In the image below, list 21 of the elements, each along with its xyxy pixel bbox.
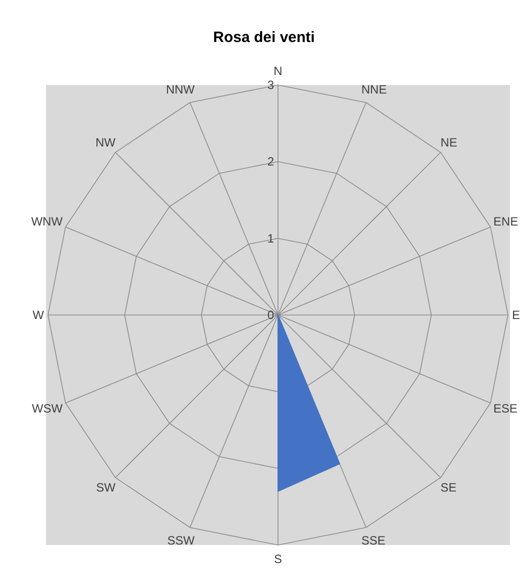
spoke-label: WSW xyxy=(32,401,64,416)
spoke-label: NW xyxy=(95,135,116,150)
y-tick-label: 2 xyxy=(267,154,274,169)
spoke-label: SSW xyxy=(167,533,196,548)
spoke-label: S xyxy=(274,552,282,566)
spoke-label: N xyxy=(274,64,282,78)
y-tick-label: 3 xyxy=(267,78,274,92)
y-tick-label: 0 xyxy=(267,308,274,322)
spoke-label: SSE xyxy=(361,533,386,548)
spoke-label: NNE xyxy=(361,82,387,97)
spoke-label: E xyxy=(512,308,520,322)
spoke-label: WNW xyxy=(31,214,64,229)
spoke-label: ENE xyxy=(493,214,518,229)
spoke-label: SE xyxy=(440,480,457,495)
spoke-label: ESE xyxy=(493,401,518,416)
spoke-label: NE xyxy=(440,135,458,150)
chart-title: Rosa dei venti xyxy=(213,29,315,46)
spoke-label: W xyxy=(32,308,45,322)
spoke-label: NNW xyxy=(166,82,196,97)
spoke-label: SW xyxy=(96,480,116,495)
y-tick-label: 1 xyxy=(267,231,274,246)
